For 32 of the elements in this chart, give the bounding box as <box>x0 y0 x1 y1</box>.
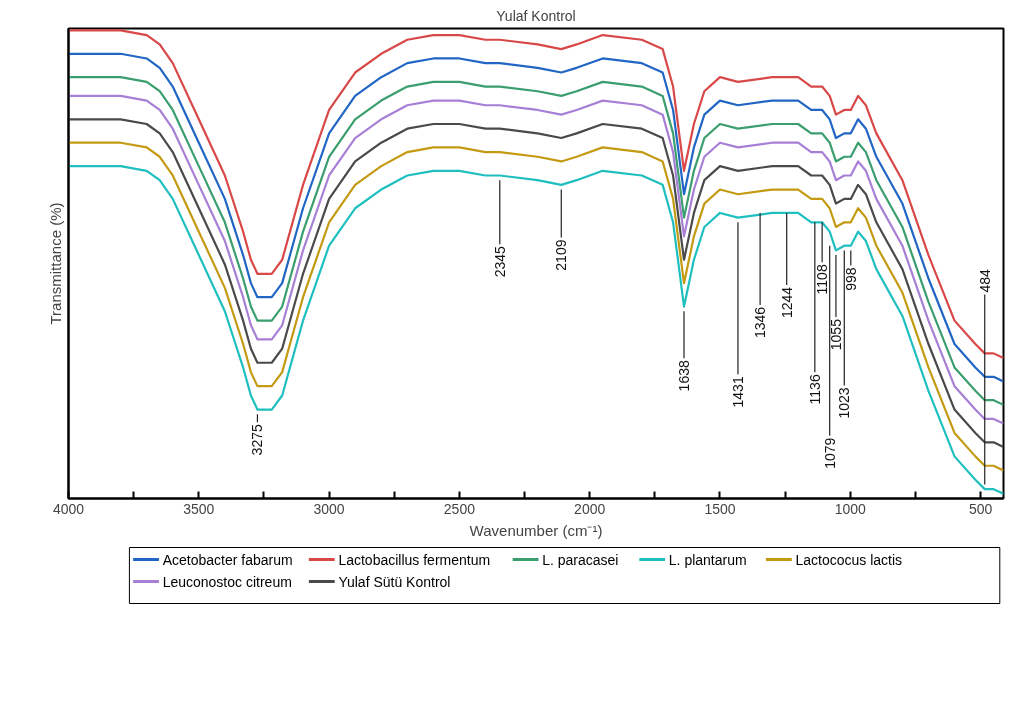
annotation: 1136 <box>806 374 823 405</box>
annotation: 3275 <box>249 424 266 456</box>
legend-label: Leuconostoc citreum <box>162 573 292 590</box>
annotation: 1431 <box>729 376 746 408</box>
annotation: 1055 <box>827 318 844 351</box>
x-tick-label: 4000 <box>52 500 85 517</box>
legend-label: Yulaf Sütü Kontrol <box>338 573 451 590</box>
legend-label: Lactococus lactis <box>795 551 903 568</box>
annotation: 2109 <box>553 239 570 271</box>
annotation: 1108 <box>814 264 831 295</box>
x-tick-label: 1500 <box>704 500 736 517</box>
annotation: 484 <box>976 268 993 293</box>
annotation: 1346 <box>752 306 769 339</box>
chart-title: Yulaf Kontrol <box>496 7 576 24</box>
legend-label: Acetobacter fabarum <box>162 551 293 568</box>
y-axis-title: Transmittance (%) <box>46 202 64 325</box>
annotation: 1023 <box>836 387 853 419</box>
legend-label: L. paracasei <box>542 551 619 568</box>
annotation: 1638 <box>676 360 693 392</box>
legend-label: Lactobacillus fermentum <box>338 551 491 568</box>
x-tick-label: 500 <box>968 500 993 517</box>
x-tick-label: 3500 <box>183 500 215 517</box>
annotation: 1079 <box>821 437 838 469</box>
x-axis-title: Wavenumber (cm⁻¹) <box>469 521 603 539</box>
annotation: 2345 <box>491 245 508 278</box>
annotation: 998 <box>842 267 859 291</box>
x-tick-label: 2500 <box>443 500 476 517</box>
x-tick-label: 1000 <box>834 500 867 517</box>
x-tick-label: 2000 <box>574 500 606 517</box>
annotation: 1244 <box>778 286 795 319</box>
legend-label: L. plantarum <box>668 551 747 568</box>
x-tick-label: 3000 <box>313 500 345 517</box>
